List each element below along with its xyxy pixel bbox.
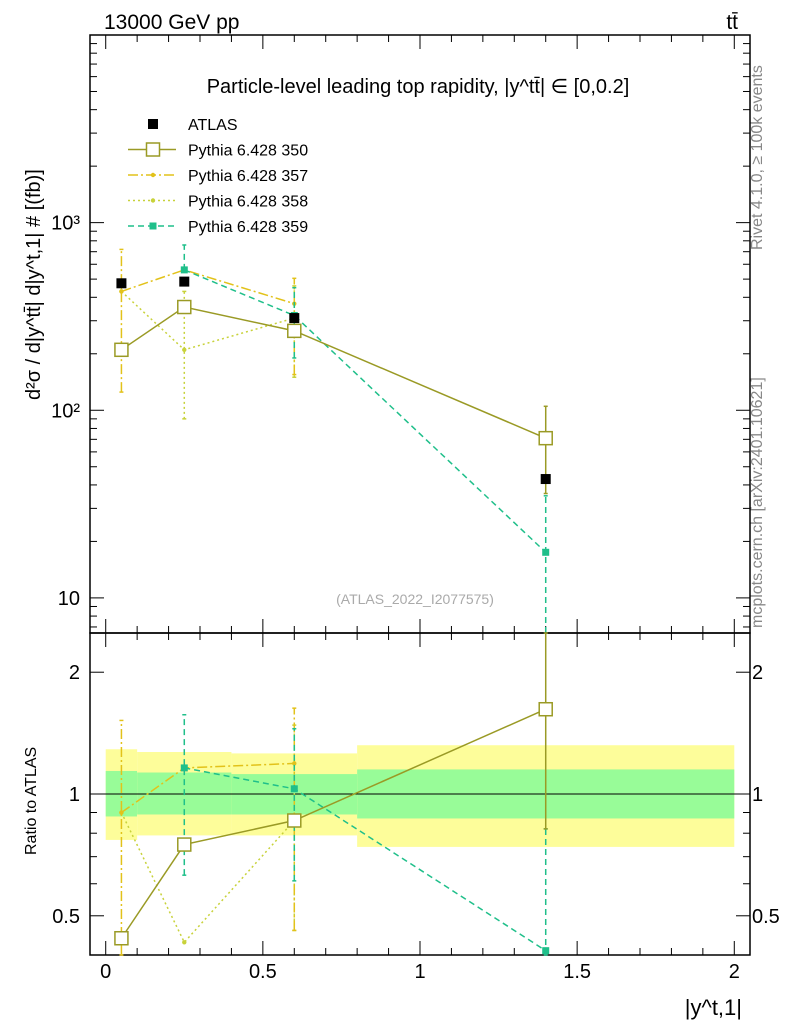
y-tick-label: 10 bbox=[58, 588, 80, 610]
data-point bbox=[290, 785, 298, 793]
data-point bbox=[182, 940, 187, 945]
y-tick-label: 10³ bbox=[51, 213, 80, 235]
data-point bbox=[180, 266, 188, 274]
ratio-y-axis-label: Ratio to ATLAS bbox=[23, 747, 40, 855]
legend-label: Pythia 6.428 357 bbox=[188, 168, 308, 185]
legend-marker bbox=[145, 142, 161, 157]
series-line bbox=[121, 306, 547, 439]
y-tick-label: 0.5 bbox=[52, 906, 80, 928]
series-line bbox=[183, 269, 547, 553]
energy-label: 13000 GeV pp bbox=[104, 11, 239, 34]
legend-label: Pythia 6.428 358 bbox=[188, 194, 308, 211]
legend-marker bbox=[150, 198, 156, 203]
y-tick-label: 2 bbox=[69, 662, 80, 684]
data-point bbox=[542, 548, 550, 556]
x-axis-label: |y^t,1| bbox=[685, 995, 742, 1020]
legend-marker-atlas bbox=[148, 119, 158, 129]
x-tick-label: 2 bbox=[729, 961, 740, 983]
legend: ATLAS Pythia 6.428 350 Pythia 6.428 357 Pyt… bbox=[128, 117, 308, 236]
series-line bbox=[121, 269, 295, 305]
data-point bbox=[180, 764, 188, 772]
data-point bbox=[538, 430, 553, 446]
series-line bbox=[120, 708, 547, 939]
data-point-atlas bbox=[116, 278, 127, 289]
data-point-atlas bbox=[540, 474, 551, 485]
data-point bbox=[538, 701, 553, 717]
main-title: Particle-level leading top rapidity, |y^… bbox=[207, 76, 630, 98]
y-tick-label: 1 bbox=[752, 784, 763, 806]
data-point bbox=[114, 931, 129, 946]
data-point bbox=[287, 813, 302, 828]
data-point bbox=[177, 837, 192, 852]
mcplots-label: mcplots.cern.ch [arXiv:2401.10621] bbox=[749, 377, 766, 628]
data-point bbox=[177, 299, 192, 315]
data-point bbox=[114, 342, 129, 358]
legend-label: ATLAS bbox=[188, 117, 238, 134]
y-tick-label: 2 bbox=[752, 662, 763, 684]
data-point bbox=[542, 947, 550, 955]
process-label: tt̄ bbox=[726, 11, 738, 34]
ratio-plot-panel: 0 0.5 1 1.5 2 0.5 0.5 1 1 2 2 bbox=[52, 632, 780, 983]
data-point bbox=[119, 289, 124, 294]
x-tick-label: 1.5 bbox=[563, 961, 591, 983]
data-point-atlas bbox=[179, 276, 190, 287]
series-line bbox=[120, 290, 295, 351]
legend-label: Pythia 6.428 350 bbox=[188, 143, 308, 160]
legend-marker bbox=[150, 172, 156, 178]
y-tick-label: 10² bbox=[51, 400, 80, 422]
data-point bbox=[287, 323, 302, 339]
main-plot-panel: 10 10² 10³ ATLAS Pythia 6.428 350 Pythia 6.42… bbox=[51, 34, 751, 634]
x-tick-label: 0.5 bbox=[249, 961, 277, 983]
data-point bbox=[119, 810, 124, 815]
data-point bbox=[182, 347, 187, 353]
y-tick-label: 1 bbox=[69, 784, 80, 806]
data-point bbox=[292, 761, 297, 766]
data-point-atlas bbox=[289, 313, 300, 324]
legend-marker bbox=[149, 222, 157, 230]
legend-label: Pythia 6.428 359 bbox=[188, 219, 308, 236]
x-tick-label: 0 bbox=[100, 961, 111, 983]
watermark: (ATLAS_2022_I2077575) bbox=[336, 591, 494, 607]
x-tick-label: 1 bbox=[414, 961, 425, 983]
main-y-axis-label: d²σ / d|y^tt̄| d|y^t,1| # [(fb)] bbox=[23, 169, 45, 400]
y-tick-label: 0.5 bbox=[752, 906, 780, 928]
rivet-label: Rivet 4.1.0, ≥ 100k events bbox=[749, 65, 766, 250]
